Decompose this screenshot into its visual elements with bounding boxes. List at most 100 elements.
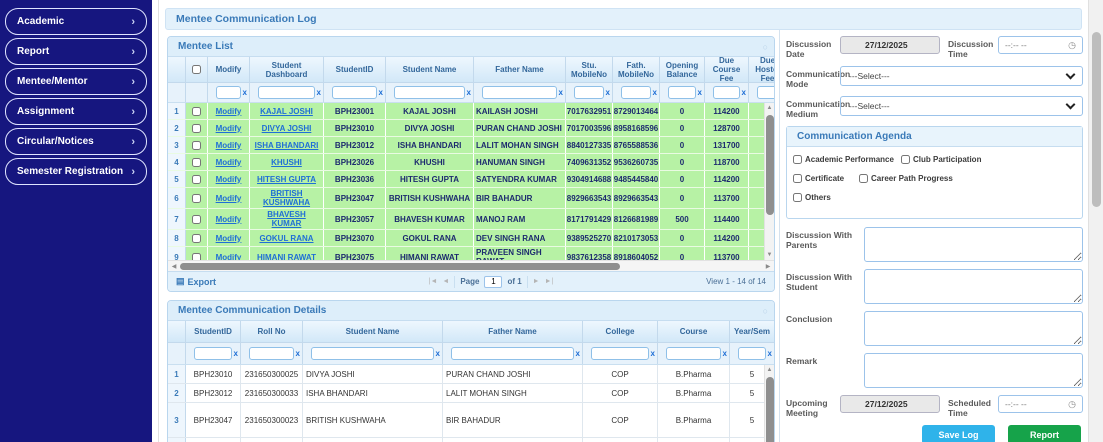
upcoming-meeting-input[interactable]: [840, 395, 940, 413]
student-dashboard-link[interactable]: KAJAL JOSHI: [260, 106, 313, 116]
mentee-list-horizontal-scrollbar[interactable]: ◀ ▶: [168, 260, 774, 271]
scheduled-time-input[interactable]: [1005, 399, 1069, 409]
sidebar-item-circular-notices[interactable]: Circular/Notices ›: [5, 128, 147, 155]
clear-filter-icon[interactable]: x: [242, 88, 247, 97]
discussion-date-input[interactable]: [840, 36, 940, 54]
export-button[interactable]: ▤ Export: [168, 276, 318, 287]
clear-filter-icon[interactable]: x: [650, 349, 655, 358]
filter-input-course[interactable]: [665, 347, 721, 360]
agenda-option-career-path-progress[interactable]: Career Path Progress: [859, 174, 967, 183]
scrollbar-thumb[interactable]: [1092, 32, 1101, 207]
sidebar-item-mentee-mentor[interactable]: Mentee/Mentor ›: [5, 68, 147, 95]
clear-filter-icon[interactable]: x: [435, 349, 440, 358]
scroll-up-icon[interactable]: ▲: [766, 105, 773, 111]
row-checkbox[interactable]: [192, 214, 201, 224]
student-dashboard-link[interactable]: DIVYA JOSHI: [261, 123, 312, 133]
communication-medium-select[interactable]: ---Select---: [840, 96, 1083, 116]
sidebar-item-semester-registration[interactable]: Semester Registration ›: [5, 158, 147, 185]
scrollbar-thumb[interactable]: [766, 115, 774, 215]
agenda-option-academic-performance[interactable]: Academic Performance: [793, 155, 901, 164]
clear-filter-icon[interactable]: x: [233, 349, 238, 358]
agenda-checkbox[interactable]: [793, 155, 802, 164]
modify-link[interactable]: Modify: [215, 252, 242, 261]
scheduled-time-field[interactable]: ◷: [998, 395, 1083, 413]
agenda-option-club-participation[interactable]: Club Participation: [901, 155, 1019, 164]
save-log-button[interactable]: Save Log: [922, 425, 995, 442]
row-checkbox[interactable]: [192, 140, 201, 150]
agenda-option-certificate[interactable]: Certificate: [793, 174, 859, 183]
row-checkbox[interactable]: [192, 157, 201, 167]
row-checkbox[interactable]: [192, 106, 201, 116]
modify-link[interactable]: Modify: [215, 174, 242, 184]
agenda-checkbox[interactable]: [901, 155, 910, 164]
filter-input-roll[interactable]: [248, 347, 294, 360]
student-dashboard-link[interactable]: BRITISH KUSHWAHA: [262, 189, 311, 207]
clock-icon[interactable]: ◷: [1068, 398, 1076, 409]
discussion-time-field[interactable]: ◷: [998, 36, 1083, 54]
page-vertical-scrollbar[interactable]: [1088, 0, 1103, 442]
student-dashboard-link[interactable]: ISHA BHANDARI: [254, 140, 319, 150]
discussion-with-student-textarea[interactable]: [864, 269, 1083, 304]
clear-filter-icon[interactable]: x: [741, 88, 746, 97]
agenda-option-others[interactable]: Others: [793, 193, 911, 202]
filter-input-stu_mobile[interactable]: [573, 86, 604, 99]
modify-link[interactable]: Modify: [215, 140, 242, 150]
clear-filter-icon[interactable]: x: [697, 88, 702, 97]
scroll-up-icon[interactable]: ▲: [766, 367, 773, 373]
row-checkbox[interactable]: [192, 233, 201, 243]
clear-filter-icon[interactable]: x: [575, 349, 580, 358]
discussion-with-parents-textarea[interactable]: [864, 227, 1083, 262]
page-number-input[interactable]: [484, 275, 503, 288]
communication-mode-select[interactable]: ---Select---: [840, 66, 1083, 86]
row-checkbox[interactable]: [192, 174, 201, 184]
scrollbar-thumb[interactable]: [766, 377, 774, 442]
filter-input-modify[interactable]: [215, 86, 241, 99]
clock-icon[interactable]: ◷: [1068, 39, 1076, 50]
next-page-icon[interactable]: ►: [532, 278, 540, 285]
clear-filter-icon[interactable]: x: [466, 88, 471, 97]
collapse-icon[interactable]: ○: [762, 305, 768, 316]
clear-filter-icon[interactable]: x: [378, 88, 383, 97]
scroll-left-icon[interactable]: ◀: [171, 263, 177, 270]
filter-input-due_hostel[interactable]: [756, 86, 774, 99]
modify-link[interactable]: Modify: [215, 123, 242, 133]
scrollbar-thumb[interactable]: [180, 263, 620, 270]
scroll-down-icon[interactable]: ▼: [766, 252, 773, 258]
filter-input-name[interactable]: [393, 86, 465, 99]
conclusion-textarea[interactable]: [864, 311, 1083, 346]
filter-input-father[interactable]: [450, 347, 574, 360]
mentee-list-vertical-scrollbar[interactable]: ▲ ▼: [764, 103, 774, 260]
report-button[interactable]: Report: [1008, 425, 1081, 442]
filter-input-fath_mobile[interactable]: [620, 86, 651, 99]
clear-filter-icon[interactable]: x: [767, 349, 772, 358]
agenda-checkbox[interactable]: [859, 174, 868, 183]
filter-input-college[interactable]: [590, 347, 649, 360]
student-dashboard-link[interactable]: HITESH GUPTA: [257, 174, 316, 184]
scroll-right-icon[interactable]: ▶: [765, 263, 771, 270]
clear-filter-icon[interactable]: x: [722, 349, 727, 358]
clear-filter-icon[interactable]: x: [605, 88, 610, 97]
filter-input-student_id[interactable]: [331, 86, 377, 99]
row-checkbox[interactable]: [192, 193, 201, 203]
student-dashboard-link[interactable]: BHAVESH KUMAR: [267, 210, 306, 228]
first-page-icon[interactable]: |◄: [428, 278, 438, 285]
details-vertical-scrollbar[interactable]: ▲: [764, 365, 774, 442]
clear-filter-icon[interactable]: x: [558, 88, 563, 97]
modify-link[interactable]: Modify: [215, 193, 242, 203]
agenda-checkbox[interactable]: [793, 193, 802, 202]
discussion-time-input[interactable]: [1005, 40, 1069, 50]
modify-link[interactable]: Modify: [215, 214, 242, 224]
row-checkbox[interactable]: [192, 252, 201, 260]
modify-link[interactable]: Modify: [215, 233, 242, 243]
clear-filter-icon[interactable]: x: [295, 349, 300, 358]
filter-input-year[interactable]: [737, 347, 766, 360]
clear-filter-icon[interactable]: x: [652, 88, 657, 97]
filter-input-name[interactable]: [310, 347, 434, 360]
filter-input-dashboard[interactable]: [257, 86, 315, 99]
filter-input-due_course[interactable]: [712, 86, 740, 99]
last-page-icon[interactable]: ►|: [544, 278, 554, 285]
filter-input-student_id[interactable]: [193, 347, 232, 360]
modify-link[interactable]: Modify: [215, 157, 242, 167]
sidebar-item-academic[interactable]: Academic ›: [5, 8, 147, 35]
collapse-icon[interactable]: ○: [762, 41, 768, 52]
